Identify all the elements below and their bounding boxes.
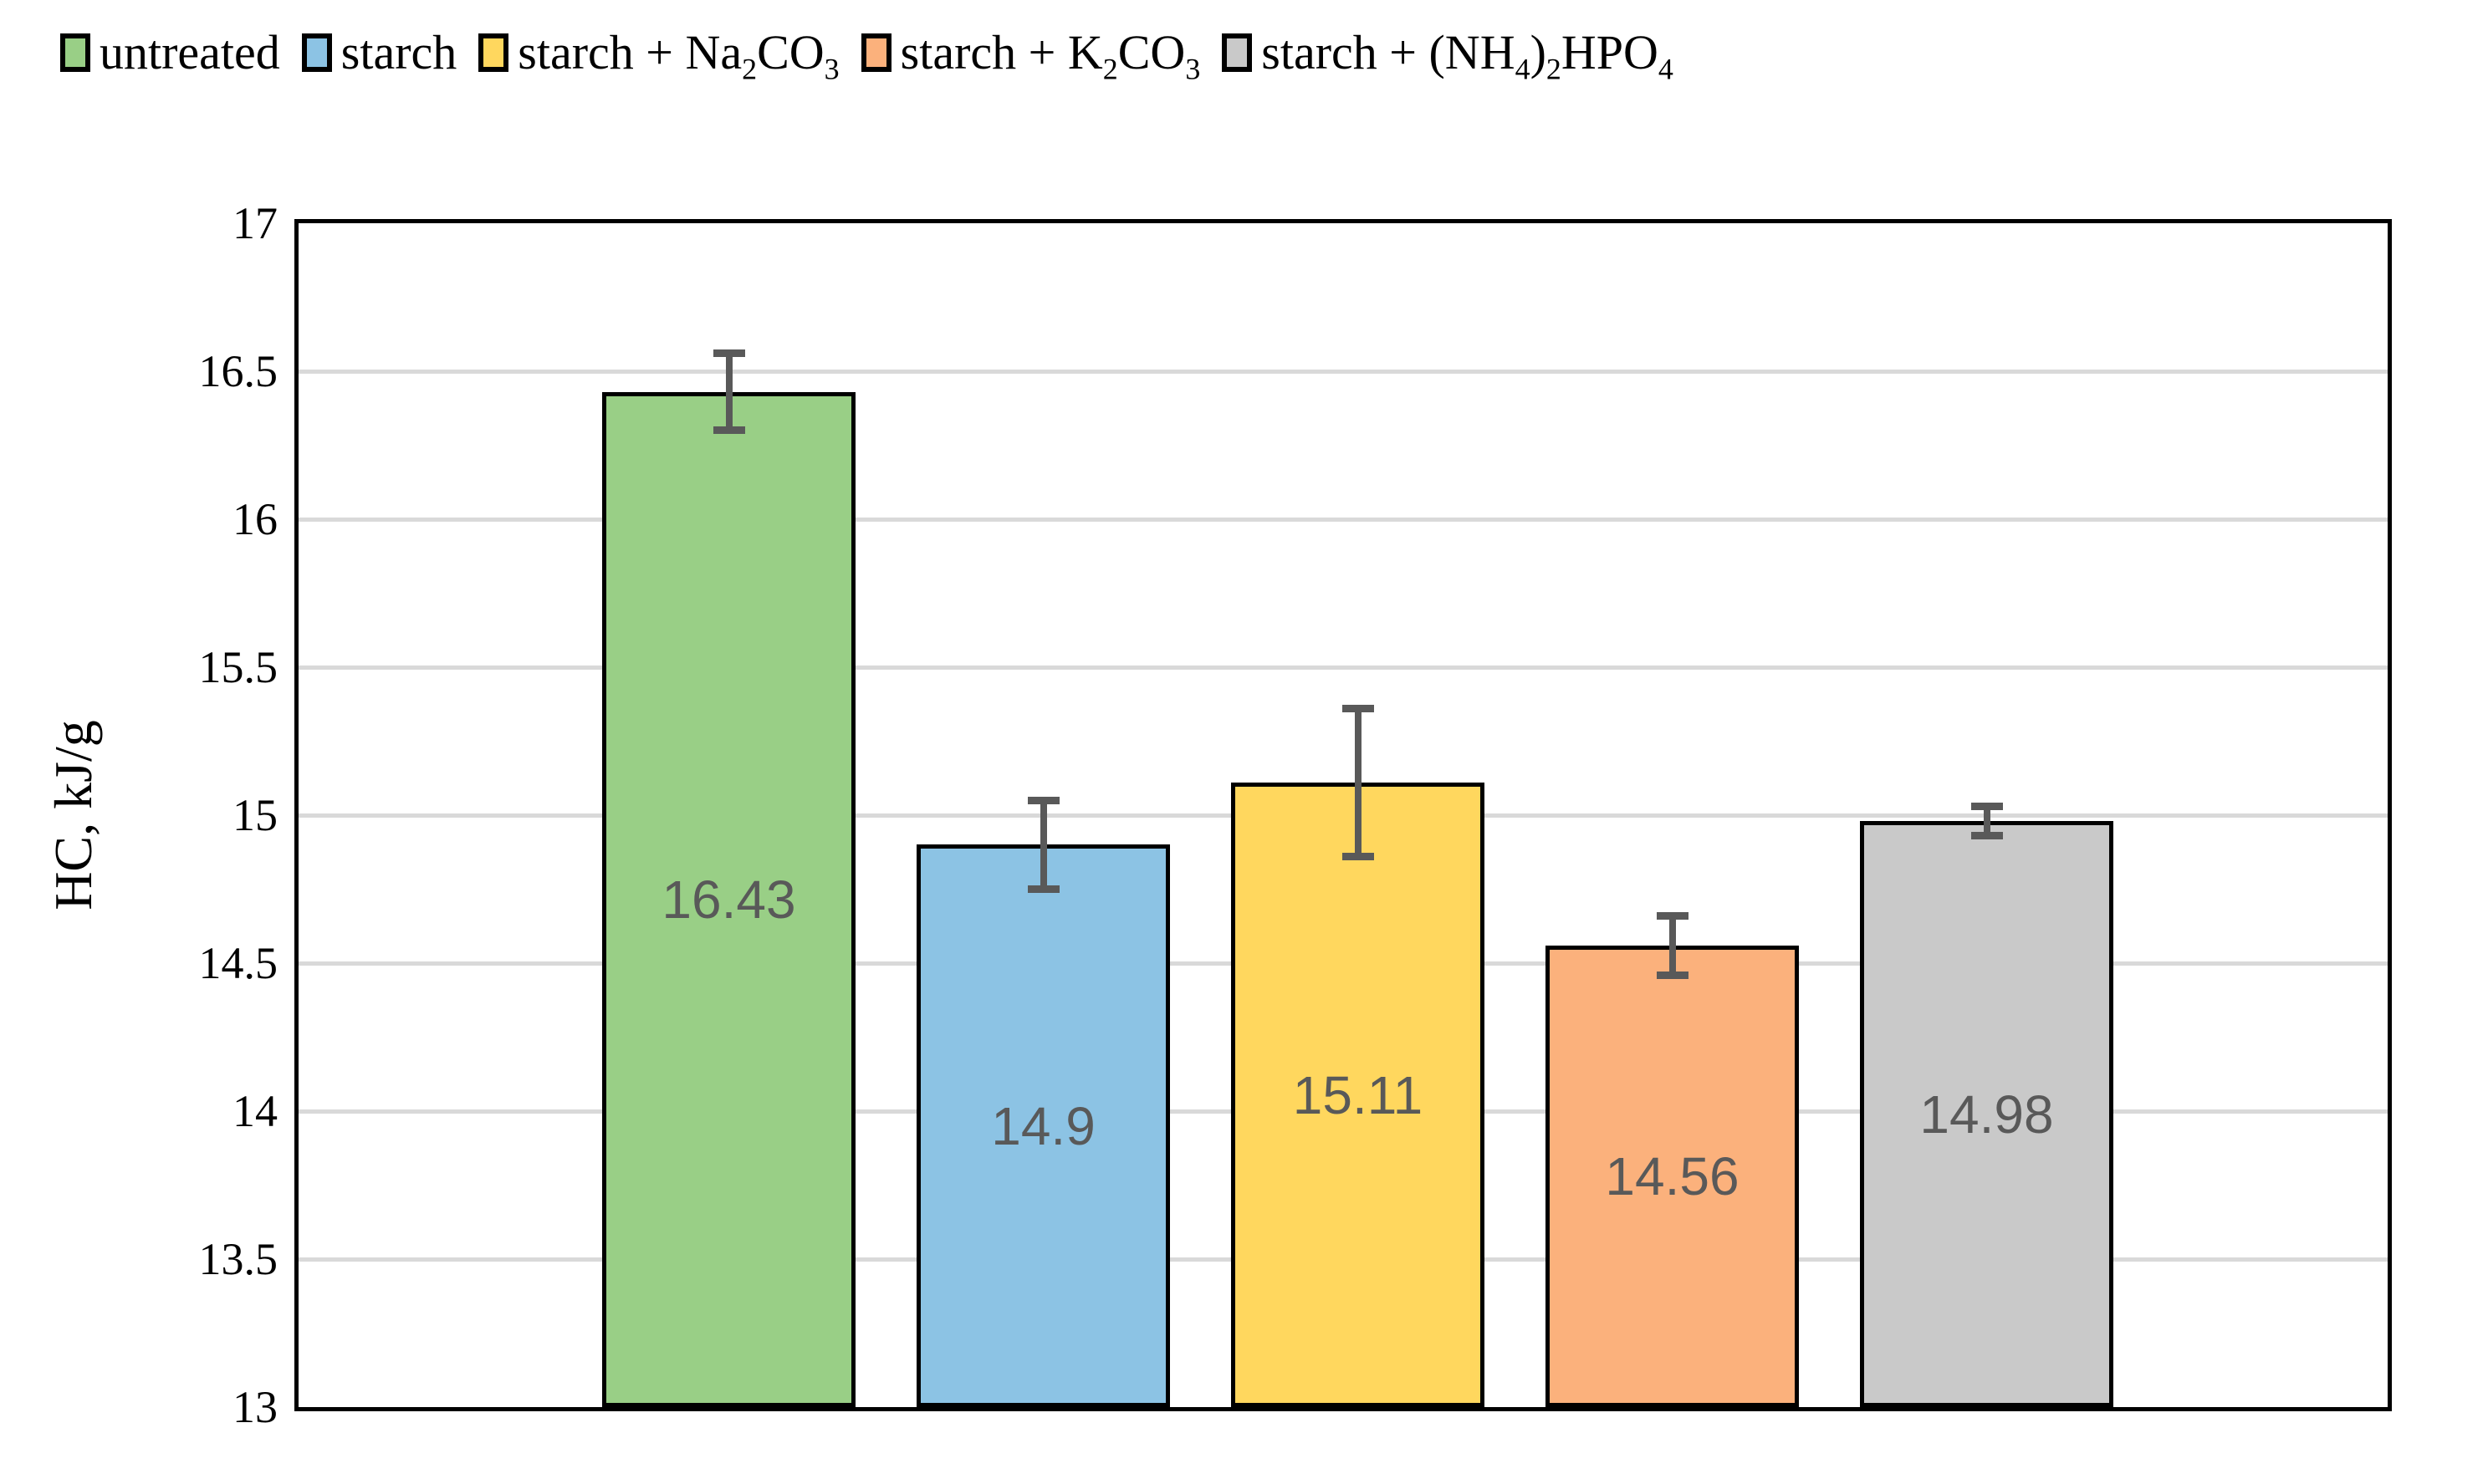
legend-label: starch + Na2CO3 — [518, 25, 840, 86]
legend-item-untreated: untreated — [60, 28, 280, 77]
bar-value-label-starch-na2co3: 15.11 — [1292, 1064, 1423, 1125]
error-bar-starch-na2co3 — [1354, 708, 1362, 857]
legend-label: untreated — [100, 25, 280, 79]
y-tick-label: 14 — [232, 1086, 278, 1136]
legend-item-starch-nh4-2hpo4: starch + (NH4)2HPO4 — [1222, 25, 1673, 86]
error-bar-lower-cap-starch-na2co3 — [1341, 853, 1374, 861]
plot-area: 16.43 14.9 15.11 14.56 14.98 — [294, 219, 2392, 1411]
gridline — [299, 665, 2388, 670]
legend-label: starch — [340, 25, 457, 79]
bar-value-label-starch: 14.9 — [991, 1095, 1096, 1156]
error-bar-upper-cap-starch — [1027, 796, 1060, 804]
bar-value-label-starch-nh4-2hpo4: 14.98 — [1919, 1084, 2054, 1145]
legend-color-swatch-icon — [301, 33, 332, 72]
legend-item-starch-na2co3: starch + Na2CO3 — [478, 25, 840, 86]
legend-color-swatch-icon — [478, 33, 509, 72]
bar-starch — [917, 844, 1170, 1407]
bar-starch-nh4-2hpo4 — [1860, 821, 2113, 1407]
error-bar-starch — [1040, 800, 1047, 890]
y-tick-label: 17 — [232, 198, 278, 248]
legend-label: starch + K2CO3 — [900, 25, 1201, 86]
y-tick-label: 13 — [232, 1382, 278, 1432]
bar-value-label-starch-k2co3: 14.56 — [1605, 1145, 1740, 1206]
error-bar-starch-k2co3 — [1668, 915, 1676, 976]
error-bar-lower-cap-starch-k2co3 — [1656, 971, 1688, 979]
y-tick-label: 16 — [232, 494, 278, 544]
error-bar-upper-cap-untreated — [713, 349, 745, 358]
gridline — [299, 517, 2388, 522]
error-bar-untreated — [725, 353, 733, 431]
y-axis-ticks: 13 13.5 14 14.5 15 15.5 16 16.5 17 — [0, 201, 278, 1430]
y-tick-label: 15 — [232, 790, 278, 840]
error-bar-lower-cap-starch-nh4-2hpo4 — [1970, 832, 2003, 840]
error-bar-upper-cap-starch-na2co3 — [1341, 705, 1374, 713]
legend-item-starch-k2co3: starch + K2CO3 — [861, 25, 1201, 86]
legend: untreated starch starch + Na2CO3 starch + K… — [60, 25, 1673, 86]
legend-label: starch + (NH4)2HPO4 — [1261, 25, 1673, 86]
bar-value-label-untreated: 16.43 — [662, 869, 796, 930]
error-bar-upper-cap-starch-nh4-2hpo4 — [1970, 802, 2003, 810]
error-bar-lower-cap-starch — [1027, 885, 1060, 893]
legend-item-starch: starch — [301, 25, 457, 79]
gridline — [299, 369, 2388, 374]
y-tick-label: 13.5 — [198, 1234, 278, 1284]
error-bar-lower-cap-untreated — [713, 426, 745, 435]
y-tick-label: 15.5 — [198, 642, 278, 692]
legend-color-swatch-icon — [1222, 33, 1253, 72]
legend-color-swatch-icon — [60, 33, 90, 72]
legend-color-swatch-icon — [861, 33, 891, 72]
error-bar-starch-nh4-2hpo4 — [1983, 806, 1990, 836]
y-tick-label: 14.5 — [198, 938, 278, 988]
y-tick-label: 16.5 — [198, 346, 278, 396]
error-bar-upper-cap-starch-k2co3 — [1656, 911, 1688, 920]
